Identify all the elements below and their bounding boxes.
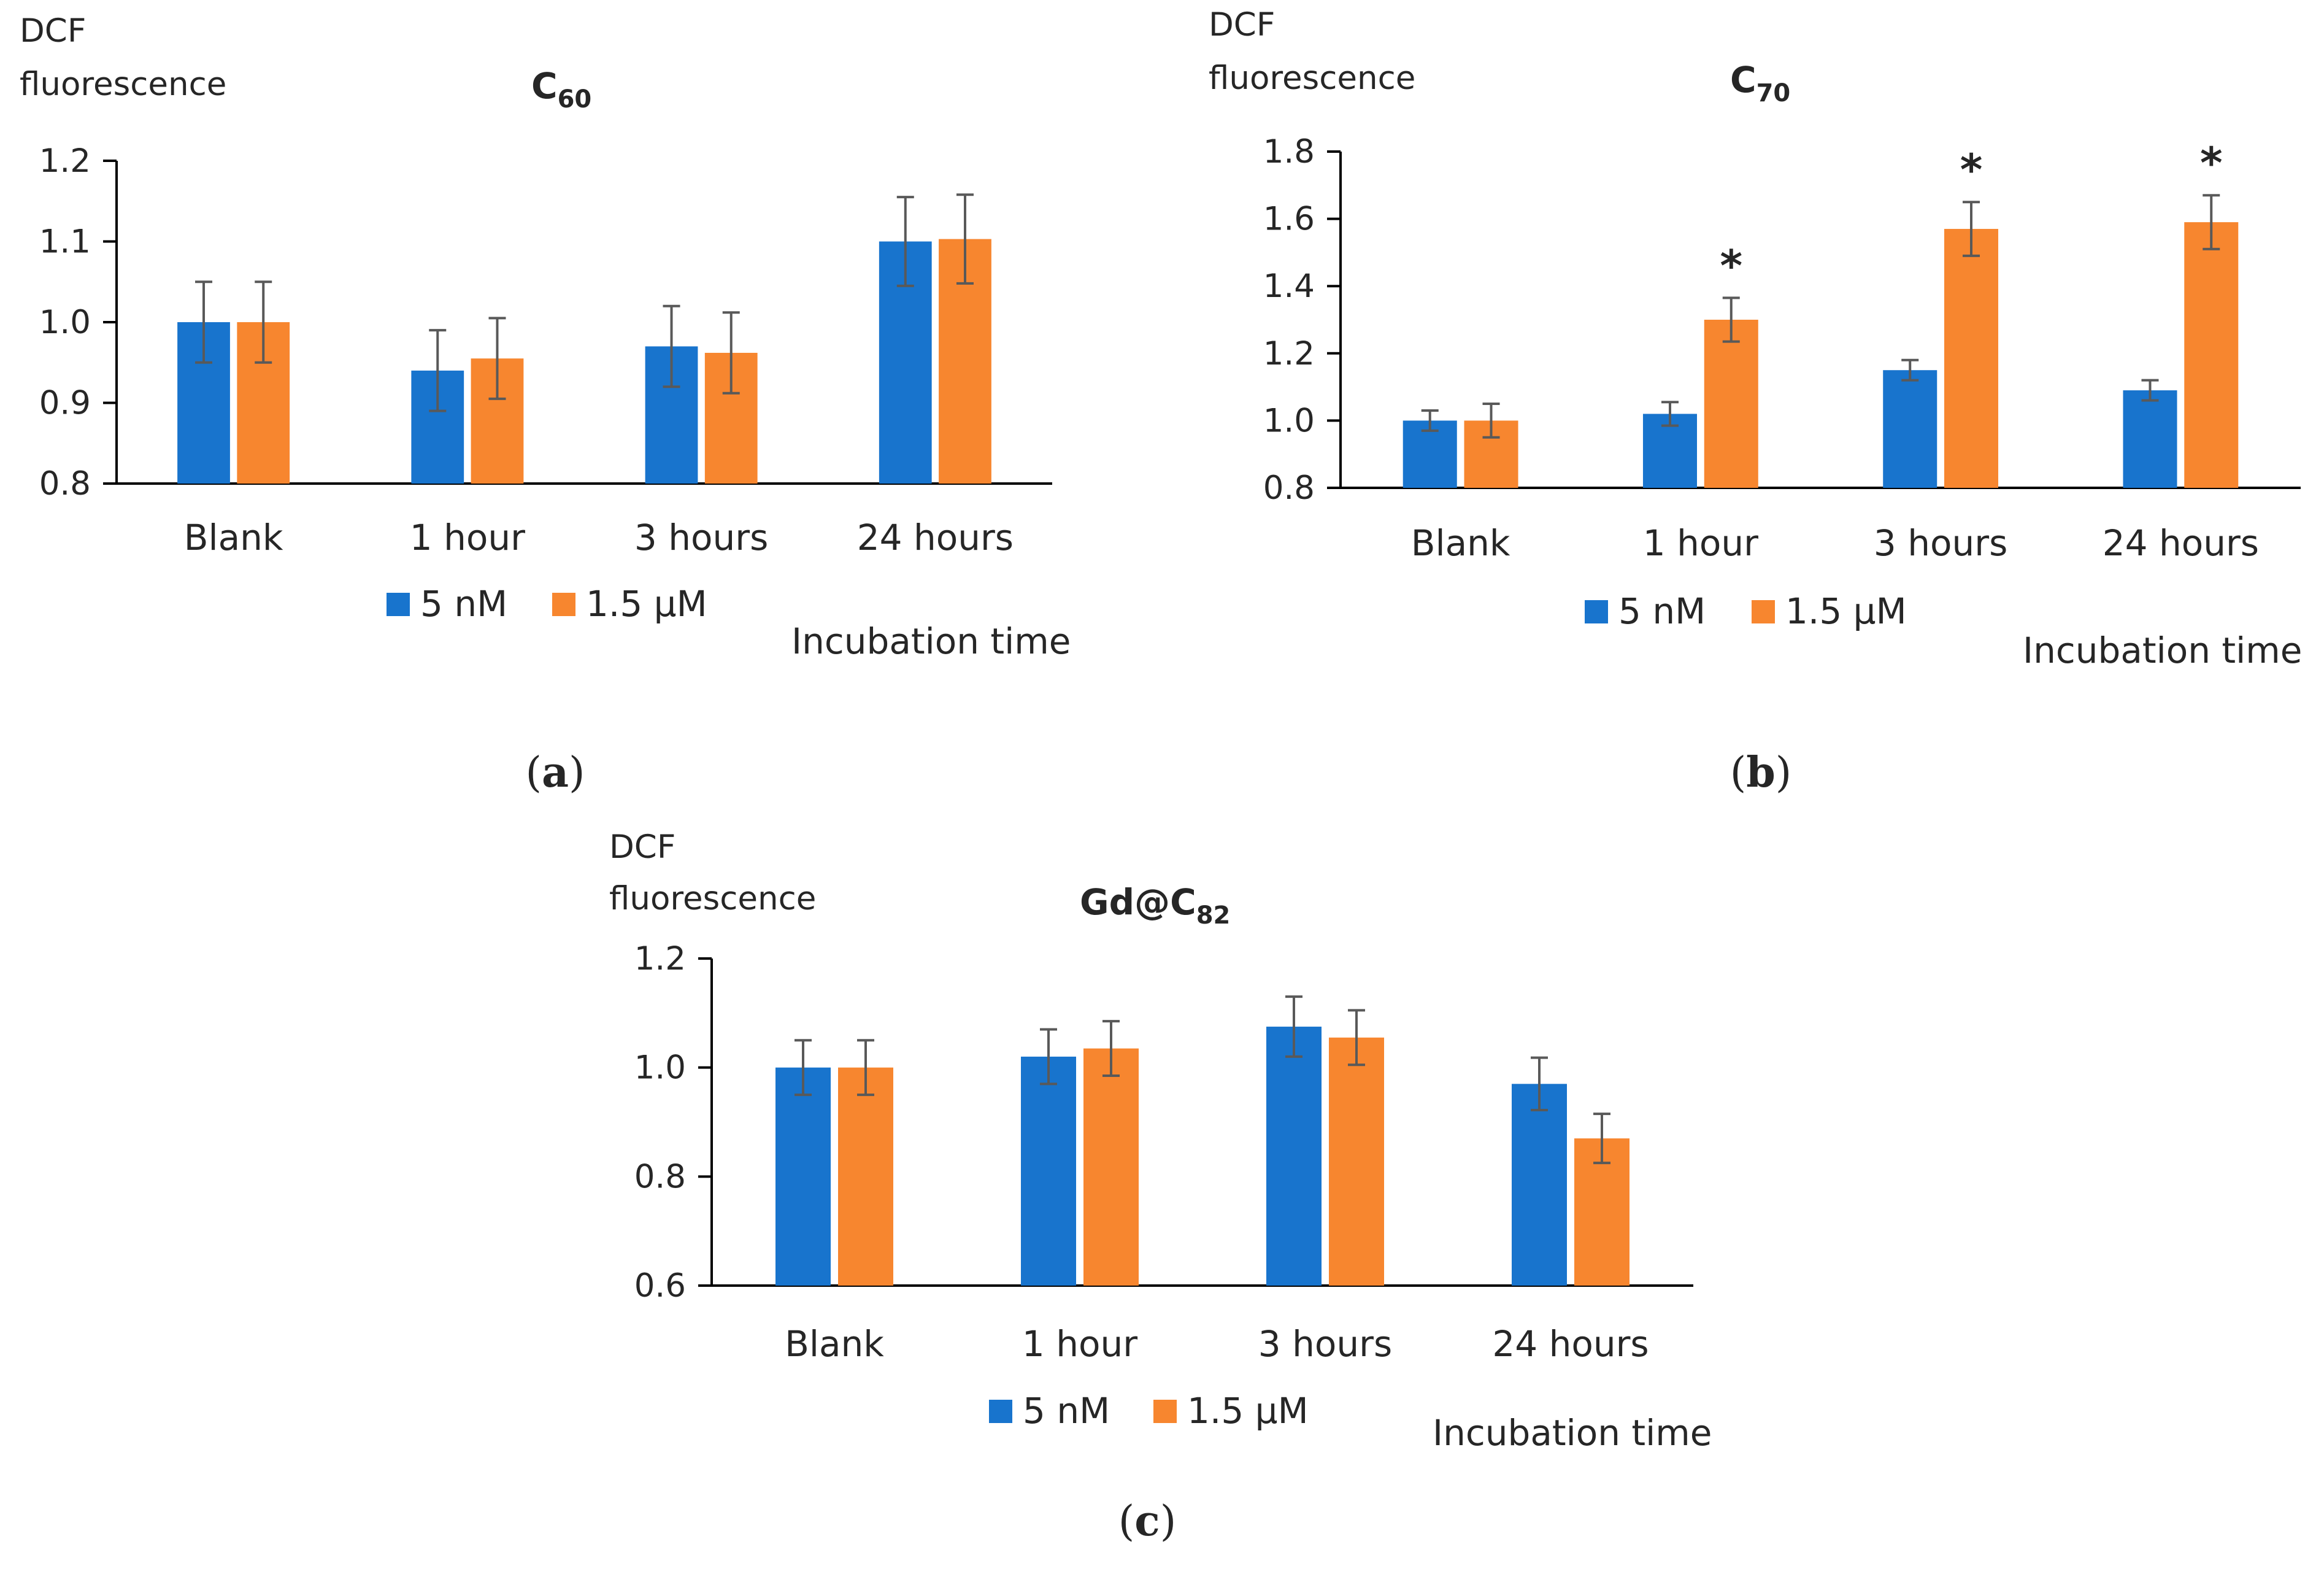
y-tick-label: 1.2 — [634, 940, 686, 978]
y-axis-label-line1: DCF — [20, 12, 86, 50]
significance-marker: * — [1960, 145, 1983, 195]
y-tick-label: 0.8 — [634, 1158, 686, 1195]
y-tick-label: 1.0 — [1263, 402, 1315, 439]
legend-label: 5 nM — [1618, 590, 1706, 632]
legend-swatch — [1153, 1400, 1177, 1423]
chart-title: C60 — [531, 65, 591, 114]
panel-label-part: ) — [569, 749, 585, 797]
panel-label-part: b — [1746, 748, 1776, 797]
panel-label: (b) — [1730, 748, 1792, 797]
y-tick-label: 0.8 — [1263, 469, 1315, 507]
chart-title-main: C — [531, 65, 558, 107]
legend-swatch — [989, 1400, 1012, 1423]
y-axis-label-line1: DCF — [609, 828, 675, 866]
y-tick-label: 1.2 — [1263, 335, 1315, 372]
legend-label: 5 nM — [1023, 1390, 1110, 1432]
y-axis-label-line2: fluorescence — [1209, 60, 1415, 97]
x-category-label: 24 hours — [1492, 1323, 1649, 1365]
y-tick-label: 1.8 — [1263, 133, 1315, 171]
panel-label-part: ) — [1160, 1497, 1177, 1546]
bar — [1944, 229, 1999, 488]
x-category-label: Blank — [1411, 522, 1510, 564]
x-category-label: 3 hours — [1258, 1323, 1392, 1365]
legend-swatch — [1752, 600, 1775, 623]
panel-label-part: ( — [525, 749, 542, 797]
x-category-label: 3 hours — [1874, 522, 2007, 564]
bar — [2123, 390, 2177, 488]
significance-marker: * — [1720, 241, 1742, 291]
panel-label: (c) — [1118, 1497, 1176, 1546]
y-tick-label: 1.0 — [39, 304, 91, 341]
legend-label: 5 nM — [420, 583, 507, 625]
chart-title-subscript: 70 — [1756, 79, 1791, 107]
chart-title: C70 — [1730, 59, 1790, 107]
x-category-label: 1 hour — [1022, 1323, 1137, 1365]
significance-marker: * — [2200, 138, 2223, 188]
y-tick-label: 1.2 — [39, 142, 91, 180]
legend-swatch — [1585, 600, 1608, 623]
x-axis-label: Incubation time — [1433, 1412, 1712, 1454]
bar — [838, 1067, 893, 1286]
legend-label: 1.5 μM — [586, 583, 707, 625]
y-tick-label: 0.8 — [39, 465, 91, 503]
bar — [1083, 1048, 1139, 1286]
panel-label-part: ( — [1730, 749, 1747, 797]
panel-label-part: ( — [1118, 1497, 1135, 1546]
y-tick-label: 1.4 — [1263, 268, 1315, 305]
x-category-label: 24 hours — [857, 517, 1014, 558]
bar — [1329, 1037, 1384, 1286]
panel-label: (a) — [525, 748, 585, 797]
bar — [775, 1067, 831, 1286]
chart-title-main: Gd@C — [1080, 881, 1196, 923]
x-category-label: 3 hours — [634, 517, 768, 558]
chart-title-subscript: 82 — [1196, 901, 1231, 930]
y-tick-label: 1.1 — [39, 223, 91, 261]
legend-label: 1.5 μM — [1187, 1390, 1309, 1432]
y-axis-label-line1: DCF — [1209, 6, 1275, 44]
panel-label-part: ) — [1776, 749, 1792, 797]
y-tick-label: 1.0 — [634, 1049, 686, 1087]
bar — [1266, 1027, 1322, 1286]
x-axis-label: Incubation time — [2023, 630, 2302, 671]
chart-panel-a: DCF fluorescence C60 0.8 0.9 1.0 1.1 1.2 Blank 1 … — [20, 12, 1071, 797]
chart-panel-b: DCF fluorescence C70 0.8 1.0 1.2 1.4 1.6 1.8 Blan… — [1209, 6, 2302, 797]
bar — [1704, 320, 1758, 488]
x-axis-label: Incubation time — [791, 620, 1071, 662]
y-tick-label: 1.6 — [1263, 201, 1315, 238]
x-category-label: Blank — [785, 1323, 884, 1365]
x-category-label: 1 hour — [410, 517, 525, 558]
chart-title: Gd@C82 — [1080, 881, 1230, 930]
y-tick-label: 0.6 — [634, 1267, 686, 1305]
chart-title-main: C — [1730, 59, 1756, 101]
panel-label-part: a — [542, 748, 569, 797]
chart-title-subscript: 60 — [558, 85, 592, 114]
x-category-label: 24 hours — [2103, 522, 2259, 564]
y-axis-label-line2: fluorescence — [609, 880, 816, 917]
y-axis-label-line2: fluorescence — [20, 66, 226, 103]
bar — [2184, 222, 2239, 488]
bar — [1021, 1056, 1076, 1286]
panel-label-part: c — [1134, 1497, 1160, 1546]
y-tick-label: 0.9 — [39, 385, 91, 422]
bar — [1883, 370, 1937, 488]
chart-panel-c: DCF fluorescence Gd@C82 0.6 0.8 1.0 1.2 Blank 1 … — [609, 828, 1712, 1546]
legend-swatch — [387, 593, 410, 616]
legend-label: 1.5 μM — [1785, 590, 1907, 632]
x-category-label: 1 hour — [1643, 522, 1758, 564]
x-category-label: Blank — [184, 517, 283, 558]
bar — [1512, 1084, 1567, 1286]
legend-swatch — [552, 593, 575, 616]
